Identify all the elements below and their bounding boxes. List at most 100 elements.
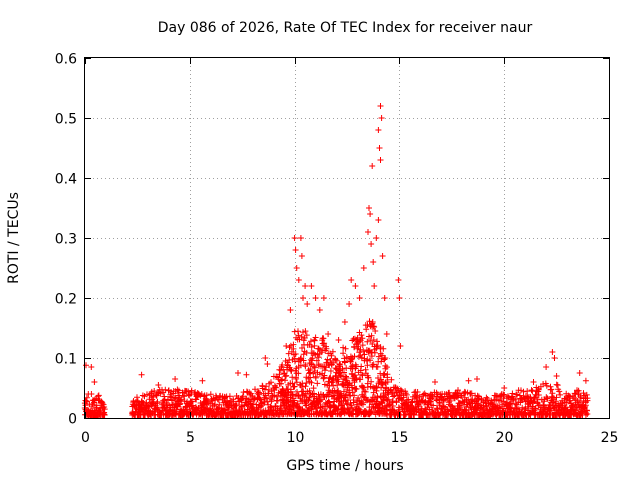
data-point	[349, 404, 355, 411]
data-point	[393, 399, 400, 406]
data-point	[312, 404, 319, 411]
data-point	[154, 398, 161, 405]
data-point	[549, 349, 556, 355]
data-point	[238, 404, 245, 411]
x-tick-label: 10	[287, 430, 305, 446]
x-axis-title: GPS time / hours	[286, 458, 403, 474]
data-point	[336, 362, 343, 368]
data-point	[567, 393, 574, 400]
data-point	[207, 391, 214, 398]
data-point	[340, 350, 347, 357]
data-point	[247, 400, 254, 407]
data-point	[484, 396, 491, 402]
data-point	[307, 360, 314, 367]
data-point	[322, 367, 328, 374]
data-point	[577, 394, 584, 401]
data-point	[312, 364, 318, 371]
data-point	[556, 388, 563, 395]
data-point	[375, 217, 382, 223]
data-point	[460, 399, 467, 406]
data-point	[369, 319, 376, 325]
data-point	[365, 374, 372, 381]
data-point	[323, 345, 330, 352]
data-point	[285, 350, 292, 357]
data-point	[360, 393, 367, 400]
data-point	[582, 377, 589, 384]
data-point	[360, 348, 367, 355]
data-point	[311, 342, 318, 349]
data-point	[377, 157, 384, 163]
data-point	[300, 357, 307, 364]
data-point	[384, 379, 391, 385]
data-point	[383, 331, 390, 337]
data-point	[582, 412, 589, 418]
data-point	[339, 365, 346, 372]
data-point	[291, 397, 298, 404]
data-point	[582, 402, 589, 409]
data-point	[468, 397, 474, 404]
data-point	[325, 331, 332, 337]
data-point	[382, 355, 389, 361]
data-point	[325, 378, 332, 385]
chart-title: Day 086 of 2026, Rate Of TEC Index for r…	[158, 20, 533, 36]
data-point	[235, 370, 241, 376]
data-point	[400, 394, 407, 401]
data-point	[300, 351, 307, 358]
data-point	[337, 361, 344, 367]
data-point	[211, 401, 218, 408]
data-point	[359, 335, 366, 342]
data-point	[256, 395, 263, 402]
data-point	[344, 401, 351, 408]
data-point	[189, 398, 196, 405]
data-point	[351, 353, 358, 360]
data-point	[264, 361, 271, 367]
data-point	[284, 359, 291, 366]
data-point	[180, 392, 187, 399]
data-point	[265, 386, 272, 393]
data-point	[293, 379, 300, 386]
data-point	[290, 341, 297, 348]
data-point	[329, 348, 336, 355]
data-point	[313, 357, 320, 364]
data-point	[447, 402, 454, 409]
data-point	[279, 362, 286, 368]
data-point	[293, 265, 300, 271]
data-point	[341, 369, 347, 376]
data-point	[351, 392, 358, 399]
data-points	[81, 103, 591, 418]
y-tick-label: 0	[68, 412, 77, 428]
data-point	[154, 390, 161, 396]
data-point	[91, 396, 98, 403]
data-point	[357, 376, 364, 383]
data-point	[366, 333, 372, 340]
data-point	[134, 394, 140, 401]
data-point	[176, 401, 183, 408]
data-point	[199, 377, 206, 384]
data-point	[514, 391, 521, 398]
data-point	[144, 391, 150, 398]
data-point	[416, 393, 423, 400]
data-point	[377, 376, 384, 383]
data-point	[243, 371, 250, 378]
data-point	[524, 388, 531, 395]
data-point	[548, 386, 555, 393]
data-point	[203, 396, 210, 403]
data-point	[501, 385, 508, 391]
data-point	[575, 387, 582, 394]
y-axis-title: ROTI / TECUs	[6, 192, 22, 284]
data-point	[222, 394, 229, 401]
data-point	[155, 382, 162, 388]
data-point	[353, 385, 360, 392]
data-point	[321, 372, 328, 379]
data-point	[302, 283, 309, 289]
data-point	[83, 362, 89, 369]
data-point	[310, 370, 317, 377]
data-point	[553, 373, 560, 379]
data-point	[335, 337, 342, 343]
data-point	[375, 127, 382, 133]
data-point	[327, 368, 334, 374]
data-point	[368, 332, 375, 339]
data-point	[370, 259, 377, 265]
data-point	[273, 384, 280, 391]
y-tick-label: 0.3	[55, 232, 77, 248]
